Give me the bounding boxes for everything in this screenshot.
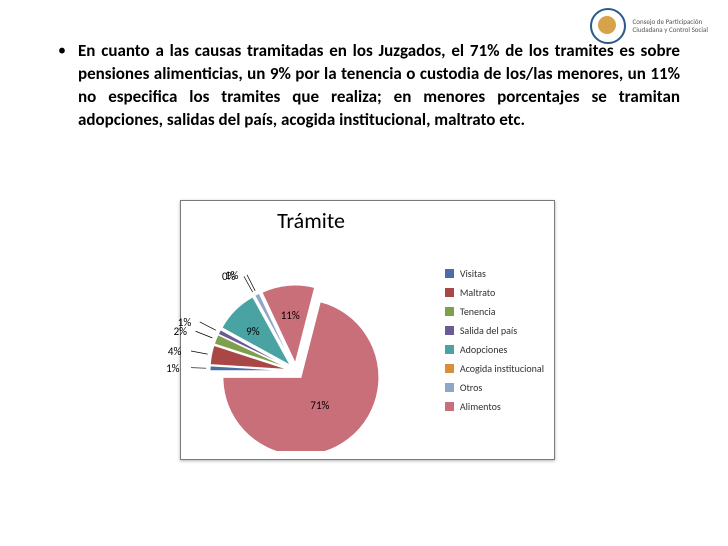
legend-item: Alimentos — [445, 400, 544, 413]
slice-pct-label: 71% — [310, 399, 329, 412]
chart-legend: Visitas Maltrato Tenencia Salida del país Ad… — [445, 261, 544, 419]
slice-pct-label: 4% — [168, 345, 181, 358]
legend-swatch-icon — [445, 402, 454, 411]
legend-swatch-icon — [445, 307, 454, 316]
legend-swatch-icon — [445, 345, 454, 354]
legend-item: Maltrato — [445, 286, 544, 299]
slice-pct-label: 9% — [246, 325, 259, 338]
bullet-dot-icon: • — [58, 40, 78, 132]
bullet-block: • En cuanto a las causas tramitadas en l… — [58, 40, 680, 132]
logo-icon — [590, 8, 626, 44]
legend-item: Adopciones — [445, 343, 544, 356]
legend-swatch-icon — [445, 326, 454, 335]
legend-label: Visitas — [460, 267, 486, 280]
legend-item: Acogida institucional — [445, 362, 544, 375]
legend-label: Maltrato — [460, 286, 496, 299]
legend-label: Salida del país — [460, 324, 517, 337]
slice-pct-label: 1% — [166, 362, 179, 375]
bullet-text: En cuanto a las causas tramitadas en los… — [78, 40, 680, 132]
legend-item: Tenencia — [445, 305, 544, 318]
leader-line — [191, 351, 208, 354]
legend-label: Alimentos — [460, 400, 501, 413]
leader-line — [200, 322, 216, 330]
legend-item: Visitas — [445, 267, 544, 280]
leader-line — [196, 331, 213, 338]
legend-label: Tenencia — [460, 305, 496, 318]
slice-pct-label: 1% — [225, 269, 238, 282]
chart-frame: Trámite 1%4%2%1%9%0%1%11%71% VisitasMalt… — [180, 200, 555, 460]
slice-pct-label: 1% — [178, 316, 191, 329]
bullet-item: • En cuanto a las causas tramitadas en l… — [58, 40, 680, 132]
legend-swatch-icon — [445, 364, 454, 373]
legend-swatch-icon — [445, 288, 454, 297]
slice-pct-label: 11% — [281, 309, 300, 322]
legend-swatch-icon — [445, 383, 454, 392]
legend-label: Otros — [460, 381, 482, 394]
leader-line — [244, 276, 253, 292]
leader-line — [247, 275, 255, 291]
chart-title: Trámite — [181, 207, 441, 234]
logo-text: Consejo de Participación Ciudadana y Con… — [633, 18, 708, 33]
legend-item: Salida del país — [445, 324, 544, 337]
org-logo: Consejo de Participación Ciudadana y Con… — [590, 8, 708, 44]
leader-line — [191, 368, 206, 369]
legend-swatch-icon — [445, 269, 454, 278]
pie-chart: 1%4%2%1%9%0%1%11%71% — [191, 241, 441, 451]
legend-item: Otros — [445, 381, 544, 394]
legend-label: Acogida institucional — [460, 362, 544, 375]
slide-page: Consejo de Participación Ciudadana y Con… — [0, 0, 728, 546]
legend-label: Adopciones — [460, 343, 508, 356]
